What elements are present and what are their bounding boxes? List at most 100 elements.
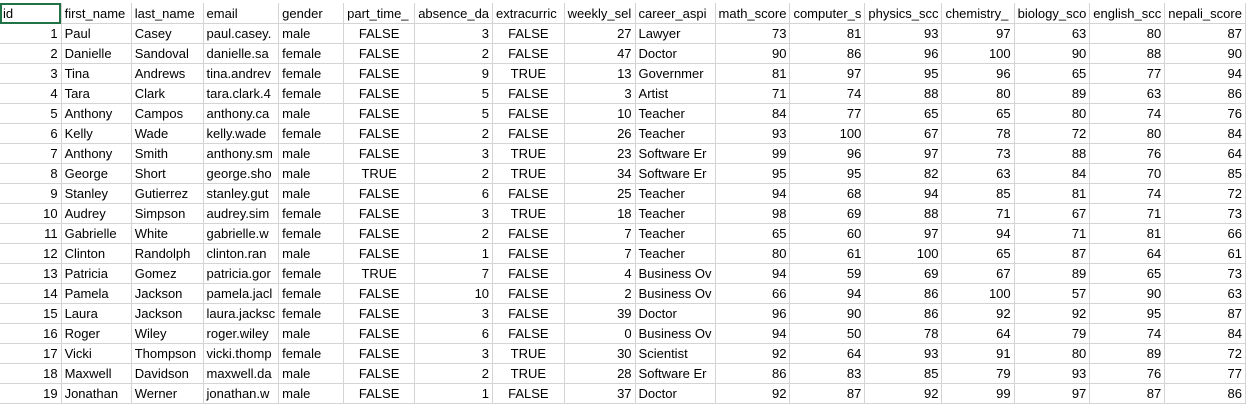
header-cell[interactable]: computer_s — [789, 3, 866, 24]
data-cell[interactable]: 2 — [414, 163, 494, 184]
data-cell[interactable]: FALSE — [343, 243, 416, 264]
data-cell[interactable]: FALSE — [492, 183, 565, 204]
data-cell[interactable]: 87 — [1089, 383, 1166, 404]
data-cell[interactable]: Gabrielle — [61, 223, 132, 244]
data-cell[interactable]: 27 — [564, 23, 636, 44]
data-cell[interactable]: Stanley — [61, 183, 132, 204]
data-cell[interactable]: FALSE — [343, 23, 416, 44]
data-cell[interactable]: 95 — [1089, 303, 1166, 324]
data-cell[interactable]: 2 — [414, 363, 494, 384]
data-cell[interactable]: 64 — [1089, 243, 1166, 264]
header-cell[interactable]: absence_da — [414, 3, 494, 24]
data-cell[interactable]: 72 — [1164, 183, 1246, 204]
data-cell[interactable]: gabrielle.w — [203, 223, 280, 244]
data-cell[interactable]: female — [278, 343, 345, 364]
data-cell[interactable]: 71 — [715, 83, 791, 104]
data-cell[interactable]: Jackson — [131, 303, 204, 324]
data-cell[interactable]: 77 — [789, 103, 866, 124]
data-cell[interactable]: 7 — [564, 243, 636, 264]
header-cell[interactable]: physics_scc — [864, 3, 943, 24]
data-cell[interactable]: Lawyer — [635, 23, 716, 44]
data-cell[interactable]: FALSE — [492, 223, 565, 244]
data-cell[interactable]: Vicki — [61, 343, 132, 364]
data-cell[interactable]: 76 — [1089, 363, 1166, 384]
data-cell[interactable]: 37 — [564, 383, 636, 404]
data-cell[interactable]: Clark — [131, 83, 204, 104]
data-cell[interactable]: Roger — [61, 323, 132, 344]
data-cell[interactable]: Teacher — [635, 203, 716, 224]
data-cell[interactable]: Sandoval — [131, 43, 204, 64]
data-cell[interactable]: 72 — [1164, 343, 1246, 364]
data-cell[interactable]: 67 — [941, 263, 1015, 284]
data-cell[interactable]: george.sho — [203, 163, 280, 184]
data-cell[interactable]: 3 — [414, 303, 494, 324]
data-cell[interactable]: 78 — [864, 323, 943, 344]
data-cell[interactable]: FALSE — [343, 223, 416, 244]
data-cell[interactable]: 86 — [864, 303, 943, 324]
data-cell[interactable]: Tara — [61, 83, 132, 104]
data-cell[interactable]: 30 — [564, 343, 636, 364]
data-cell[interactable]: FALSE — [492, 283, 565, 304]
data-cell[interactable]: Randolph — [131, 243, 204, 264]
data-cell[interactable]: patricia.gor — [203, 263, 280, 284]
data-cell[interactable]: female — [278, 83, 345, 104]
data-cell[interactable]: 64 — [1164, 143, 1246, 164]
data-cell[interactable]: 100 — [941, 43, 1015, 64]
header-cell[interactable]: first_name — [61, 3, 132, 24]
data-cell[interactable]: FALSE — [343, 363, 416, 384]
data-cell[interactable]: female — [278, 63, 345, 84]
data-cell[interactable]: FALSE — [343, 43, 416, 64]
header-cell[interactable]: chemistry_ — [941, 3, 1015, 24]
data-cell[interactable]: 81 — [1014, 183, 1091, 204]
data-cell[interactable]: FALSE — [343, 303, 416, 324]
header-cell[interactable]: gender — [278, 3, 345, 24]
data-cell[interactable]: 90 — [789, 303, 866, 324]
data-cell[interactable]: Jackson — [131, 283, 204, 304]
data-cell[interactable]: 67 — [864, 123, 943, 144]
data-cell[interactable]: 95 — [715, 163, 791, 184]
data-cell[interactable]: TRUE — [343, 263, 416, 284]
data-cell[interactable]: TRUE — [492, 143, 565, 164]
header-cell[interactable]: id — [0, 3, 62, 24]
data-cell[interactable]: FALSE — [343, 183, 416, 204]
data-cell[interactable]: anthony.sm — [203, 143, 280, 164]
data-cell[interactable]: 88 — [864, 83, 943, 104]
data-cell[interactable]: 94 — [789, 283, 866, 304]
data-cell[interactable]: 94 — [864, 183, 943, 204]
data-cell[interactable]: 99 — [941, 383, 1015, 404]
data-cell[interactable]: 73 — [1164, 263, 1246, 284]
data-cell[interactable]: FALSE — [343, 63, 416, 84]
data-cell[interactable]: Scientist — [635, 343, 716, 364]
data-cell[interactable]: 97 — [864, 223, 943, 244]
data-cell[interactable]: 90 — [715, 43, 791, 64]
data-cell[interactable]: 89 — [1014, 263, 1091, 284]
data-cell[interactable]: 74 — [1089, 323, 1166, 344]
data-cell[interactable]: Smith — [131, 143, 204, 164]
data-cell[interactable]: 93 — [864, 23, 943, 44]
data-cell[interactable]: Gomez — [131, 263, 204, 284]
data-cell[interactable]: TRUE — [492, 343, 565, 364]
data-cell[interactable]: female — [278, 203, 345, 224]
data-cell[interactable]: 8 — [0, 163, 62, 184]
data-cell[interactable]: 13 — [564, 63, 636, 84]
data-cell[interactable]: Teacher — [635, 123, 716, 144]
data-cell[interactable]: 80 — [1014, 103, 1091, 124]
data-cell[interactable]: Jonathan — [61, 383, 132, 404]
data-cell[interactable]: male — [278, 23, 345, 44]
data-cell[interactable]: Short — [131, 163, 204, 184]
data-cell[interactable]: 83 — [789, 363, 866, 384]
data-cell[interactable]: 11 — [0, 223, 62, 244]
data-cell[interactable]: 85 — [941, 183, 1015, 204]
data-cell[interactable]: 92 — [1014, 303, 1091, 324]
data-cell[interactable]: 86 — [1164, 383, 1246, 404]
data-cell[interactable]: Patricia — [61, 263, 132, 284]
data-cell[interactable]: 69 — [789, 203, 866, 224]
data-cell[interactable]: TRUE — [492, 363, 565, 384]
data-cell[interactable]: George — [61, 163, 132, 184]
data-cell[interactable]: 94 — [715, 183, 791, 204]
data-cell[interactable]: 100 — [864, 243, 943, 264]
data-cell[interactable]: 84 — [1164, 323, 1246, 344]
data-cell[interactable]: 61 — [1164, 243, 1246, 264]
data-cell[interactable]: 81 — [715, 63, 791, 84]
data-cell[interactable]: female — [278, 283, 345, 304]
